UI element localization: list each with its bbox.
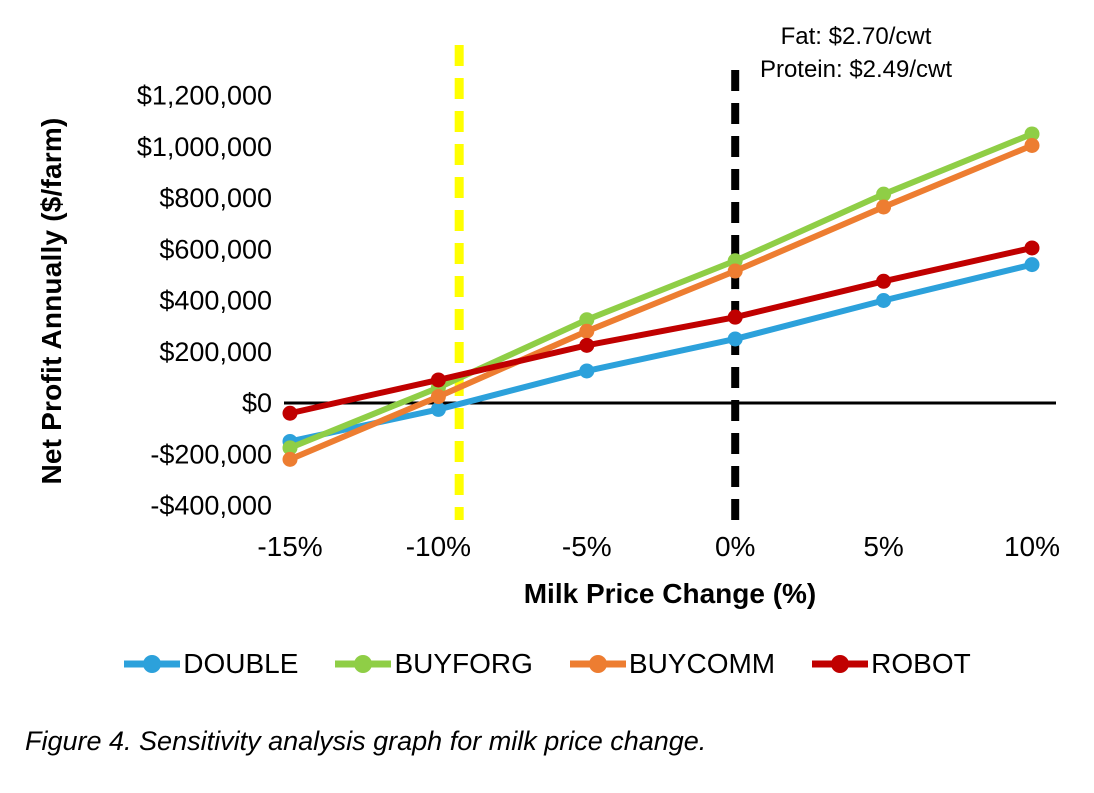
protein-price-text: Protein: $2.49/cwt (759, 56, 953, 83)
x-tick-label: 10% (1004, 531, 1060, 562)
data-point (727, 331, 743, 347)
data-point (876, 293, 892, 308)
y-tick-label: $0 (242, 388, 272, 418)
plot-area: $1,200,000 $1,000,000 $800,000 $600,000 $400… (137, 45, 1060, 562)
data-point (430, 372, 446, 388)
data-point (282, 405, 298, 421)
data-point (579, 337, 595, 353)
legend-label: BUYFORG (394, 648, 533, 679)
legend-item-double: DOUBLE (123, 648, 298, 680)
data-point (1024, 240, 1040, 256)
legend-item-buyforg: BUYFORG (334, 648, 533, 680)
data-point (727, 309, 743, 325)
data-point (579, 363, 595, 379)
data-point (727, 263, 743, 279)
y-tick-label: $1,200,000 (137, 81, 272, 111)
data-point (579, 312, 595, 328)
legend-item-robot: ROBOT (811, 648, 971, 680)
data-point (430, 401, 446, 417)
legend-item-buycomm: BUYCOMM (569, 648, 775, 680)
legend: DOUBLE BUYFORG BUYCOMM ROBOT (0, 648, 1094, 680)
series-buyforg (282, 126, 1040, 456)
data-point (727, 253, 743, 269)
y-tick-label: $1,000,000 (137, 132, 272, 162)
data-point (876, 273, 892, 289)
y-tick-label: $200,000 (159, 337, 272, 367)
fat-price-text: Fat: $2.70/cwt (780, 23, 932, 50)
line-marker-icon (569, 655, 626, 673)
x-tick-label: -15% (257, 531, 322, 562)
y-tick-label: $600,000 (159, 234, 272, 264)
line-marker-icon (335, 655, 392, 673)
y-tick-label: $400,000 (159, 286, 272, 316)
data-point (282, 451, 298, 467)
y-tick-label: $800,000 (159, 183, 272, 213)
x-tick-label: 5% (863, 531, 903, 562)
data-point (282, 440, 298, 456)
data-point (1024, 126, 1040, 142)
legend-label: BUYCOMM (628, 648, 776, 679)
data-point (430, 389, 446, 405)
x-tick-label: -5% (562, 531, 612, 562)
x-tick-label: -10% (406, 531, 471, 562)
y-tick-label: -$400,000 (150, 491, 272, 521)
legend-label: ROBOT (871, 648, 971, 679)
x-tick-label: 0% (715, 531, 755, 562)
x-axis-title: Milk Price Change (%) (523, 578, 817, 609)
line-marker-icon (812, 655, 869, 673)
series-buycomm (282, 137, 1040, 467)
series-double (282, 257, 1040, 449)
legend-label: DOUBLE (183, 648, 299, 679)
y-tick-label: -$200,000 (150, 439, 272, 469)
data-point (1024, 137, 1040, 153)
data-point (876, 199, 892, 215)
price-annotation: Fat: $2.70/cwt Protein: $2.49/cwt (748, 20, 964, 86)
series-robot (282, 240, 1040, 421)
line-marker-icon (124, 655, 181, 673)
figure-caption: Figure 4. Sensitivity analysis graph for… (25, 726, 707, 756)
data-point (579, 323, 595, 339)
data-point (1024, 257, 1040, 273)
data-point (876, 186, 892, 202)
